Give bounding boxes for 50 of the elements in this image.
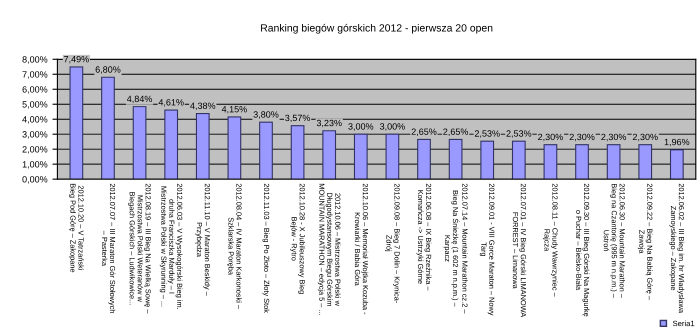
y-tick-label: 6,00% — [22, 86, 48, 94]
data-label: 2,53% — [506, 130, 532, 138]
bar — [228, 116, 242, 180]
y-tick-label: 0,00% — [22, 176, 48, 184]
data-label: 2,30% — [632, 134, 658, 142]
bar — [480, 140, 494, 180]
y-tick-label: 4,00% — [22, 116, 48, 124]
bar — [417, 138, 431, 180]
bar — [670, 149, 684, 180]
data-label: 3,00% — [380, 123, 405, 131]
bar — [638, 144, 652, 180]
data-label: 2,65% — [443, 128, 468, 136]
data-label: 3,00% — [348, 123, 374, 131]
bar — [101, 76, 115, 180]
bar — [512, 140, 526, 180]
data-label: 2,53% — [474, 130, 500, 138]
y-tick-label: 3,00% — [22, 131, 48, 139]
y-tick-label: 2,00% — [22, 146, 48, 154]
data-label: 3,80% — [254, 111, 278, 119]
data-label: 2,30% — [570, 134, 595, 142]
y-tick-label: 1,00% — [22, 161, 48, 169]
chart-title: Ranking biegów górskich 2012 - pierwsza 20 open — [261, 24, 492, 34]
data-label: 3,57% — [285, 114, 310, 122]
bar — [322, 130, 336, 180]
bar — [196, 112, 210, 180]
data-label: 1,96% — [664, 138, 690, 146]
bar — [354, 134, 368, 180]
data-label: 2,30% — [601, 134, 626, 142]
data-label: 4,15% — [222, 106, 247, 114]
data-label: 4,61% — [158, 99, 184, 107]
y-tick-label: 7,00% — [22, 71, 48, 79]
data-label: 4,38% — [190, 102, 216, 110]
bar — [69, 66, 84, 180]
data-label: 2,65% — [412, 128, 436, 136]
y-tick-label: 5,00% — [22, 101, 48, 109]
bar — [164, 110, 178, 180]
bar — [290, 125, 304, 180]
bar — [606, 144, 621, 180]
data-label: 3,23% — [316, 120, 342, 128]
data-label: 2,30% — [538, 134, 563, 142]
bar — [386, 134, 400, 180]
data-label: 4,84% — [126, 96, 152, 104]
y-tick-label: 8,00% — [22, 56, 48, 64]
data-label: 7,49% — [64, 56, 89, 64]
bar — [575, 144, 589, 180]
bar — [544, 144, 558, 180]
bar — [448, 138, 462, 180]
data-label: 6,80% — [96, 66, 120, 74]
bar — [132, 106, 146, 180]
bar — [259, 122, 273, 180]
